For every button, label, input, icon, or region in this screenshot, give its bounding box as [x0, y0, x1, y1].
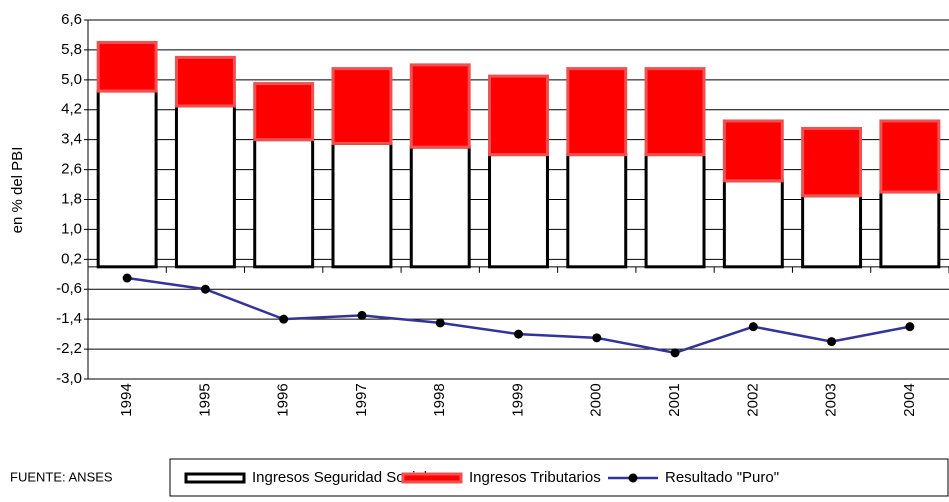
x-tick-label: 1998 — [431, 383, 448, 416]
bar — [879, 119, 941, 194]
bar — [566, 153, 628, 269]
point — [905, 322, 915, 332]
point — [435, 318, 445, 328]
y-tick-label: 3,4 — [61, 131, 82, 148]
point — [357, 310, 367, 320]
source: FUENTE: ANSES — [10, 469, 113, 484]
point — [592, 333, 602, 343]
bar — [409, 145, 471, 269]
bar — [644, 67, 706, 157]
legend-label: Resultado "Puro" — [665, 469, 779, 486]
y-tick-label: 1,0 — [61, 220, 82, 237]
y-tick-label: 1,8 — [61, 190, 82, 207]
bar — [879, 190, 941, 269]
x-tick-label: 2001 — [666, 383, 683, 416]
legend-box — [169, 458, 949, 497]
y-tick-label: 4,2 — [61, 101, 82, 118]
point — [279, 314, 289, 324]
y-tick-label: 5,8 — [61, 41, 82, 58]
bar — [722, 179, 784, 269]
y-axis-label: en % del PBI — [9, 147, 26, 234]
y-tick-label: 0,2 — [61, 250, 82, 267]
y-tick-label: -2,2 — [56, 340, 82, 357]
bar — [174, 104, 236, 269]
point — [200, 284, 210, 294]
y-tick-label: 2,6 — [61, 161, 82, 178]
bar — [331, 67, 393, 145]
bar — [253, 138, 315, 269]
x-tick-label: 1995 — [196, 383, 213, 416]
x-tick-label: 2000 — [588, 383, 605, 416]
y-tick-label: -3,0 — [56, 370, 82, 387]
x-tick-label: 1999 — [509, 383, 526, 416]
legend-swatch — [401, 472, 463, 484]
bar — [801, 194, 863, 269]
point — [748, 322, 758, 332]
legend-label: Ingresos Seguridad Social — [252, 469, 427, 486]
x-tick-label: 1994 — [118, 383, 135, 416]
point — [514, 329, 523, 339]
bar — [331, 141, 393, 269]
x-tick-label: 2002 — [744, 383, 761, 416]
legend-swatch — [184, 472, 246, 484]
bar — [722, 119, 784, 183]
point — [670, 348, 680, 358]
y-tick-label: 6,6 — [61, 11, 82, 28]
y-tick-label: -1,4 — [56, 310, 82, 327]
bar — [409, 63, 471, 149]
legend-marker — [628, 473, 638, 483]
x-tick-label: 1996 — [275, 383, 292, 416]
x-tick-label: 2003 — [823, 383, 840, 416]
bar — [488, 74, 549, 157]
bar — [644, 153, 706, 269]
x-tick-label: 2004 — [901, 383, 918, 416]
bar — [801, 126, 863, 198]
legend-label: Ingresos Tributarios — [469, 469, 601, 486]
bar — [96, 89, 158, 269]
bar — [566, 67, 628, 157]
point — [827, 337, 837, 347]
y-tick-label: 5,0 — [61, 71, 82, 88]
bar — [174, 55, 236, 108]
bar — [96, 40, 158, 93]
bar — [253, 82, 315, 142]
point — [122, 273, 132, 283]
y-tick-label: -0,6 — [56, 280, 82, 297]
x-tick-label: 1997 — [353, 383, 370, 416]
bar — [488, 153, 549, 269]
